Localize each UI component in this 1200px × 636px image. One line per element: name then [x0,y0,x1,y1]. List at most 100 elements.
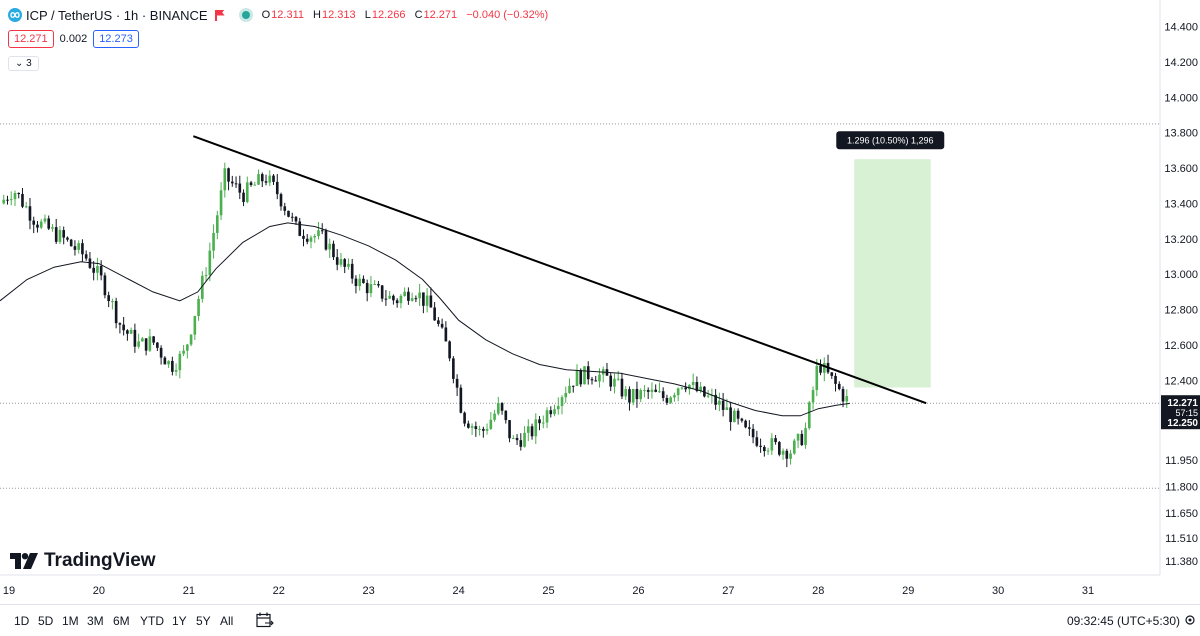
candle [807,400,811,430]
candle-body [635,389,639,400]
candle [766,447,770,455]
candle-body [137,341,140,347]
candle-body [571,385,575,387]
candle-body [744,420,747,428]
ohlc-values: O12.311 H12.313 L12.266 C12.271 −0.040 (… [262,9,549,21]
clock-timezone[interactable]: 09:32:45 (UTC+5:30) [1066,614,1180,628]
candle-body [519,440,523,447]
candle-body [234,183,238,185]
candle-body [564,392,568,398]
flag-icon[interactable] [214,9,226,21]
symbol-title[interactable]: ICP / TetherUS · 1h · BINANCE [26,7,208,23]
candle-body [755,437,759,446]
spread-value: 0.002 [59,33,88,45]
candle [800,430,804,447]
candle-body [497,403,500,414]
candle-body [380,285,384,299]
timeframe-5d[interactable]: 5D [38,614,54,628]
candle [598,368,601,388]
candle-body [789,453,792,459]
candle-body [452,358,455,379]
candle [793,438,796,455]
candle-body [223,168,227,191]
candle [770,433,774,456]
candle-body [807,402,811,429]
timeframe-1y[interactable]: 1Y [172,614,187,628]
candle [24,201,28,209]
indicators-toggle[interactable]: ⌄ 3 [8,56,39,71]
candle [358,274,362,291]
price-chart[interactable]: 14.400 14.200 14.000 13.800 13.600 13.400 13.2… [0,0,1200,604]
candle-body [339,259,343,265]
timeframe-ytd[interactable]: YTD [140,614,164,628]
timeframe-1d[interactable]: 1D [14,614,30,628]
sell-button[interactable]: 12.271 [8,30,54,48]
candle [718,392,721,412]
candle [733,408,736,423]
timeframe-1m[interactable]: 1M [62,614,79,628]
candle-body [549,410,553,415]
descending-trendline[interactable] [192,135,927,405]
candle-body [260,174,264,182]
bar-countdown: 57:15 [1175,408,1198,418]
timeframe-6m[interactable]: 6M [113,614,130,628]
candle-body [144,338,148,351]
candle [99,260,103,281]
time-axis[interactable]: 19 20 21 22 23 24 25 26 27 28 29 30 31 [3,585,1094,597]
gear-icon[interactable] [1184,614,1196,626]
timeframe-5y[interactable]: 5Y [196,614,211,628]
candle [365,279,369,302]
candle-body [249,182,253,185]
candle [148,328,152,352]
candle-body [118,323,122,325]
candle [223,162,227,198]
price-tick-12: 11.950 [1165,455,1198,467]
candle [433,302,436,321]
candle-body [568,385,571,393]
candle [62,226,66,245]
candle [305,234,309,245]
date-tick-0: 19 [3,585,15,597]
candle-body [189,334,193,345]
low-label: L [364,9,371,21]
candle [403,287,406,297]
candle-body [414,298,418,300]
buy-button[interactable]: 12.273 [93,30,139,48]
candle [238,175,242,200]
timeframe-all[interactable]: All [220,614,234,628]
candle-body [13,193,17,200]
last-price-box [1161,395,1200,430]
candle [440,318,444,329]
candle [69,238,73,247]
candle [452,356,455,384]
date-range-icon[interactable] [256,612,274,628]
tradingview-logo[interactable]: TradingView [10,550,156,572]
candle [474,421,478,437]
candle-body [62,230,66,238]
candle-body [429,295,433,308]
price-tick-16: 11.380 [1165,556,1198,568]
trendline-layer[interactable] [192,135,927,405]
candle [594,375,598,382]
candle-body [770,438,774,451]
measure-label: 1.296 (10.50%) 1,296 [847,136,934,146]
candle-body [830,372,834,376]
candle [47,215,51,231]
timeframe-3m[interactable]: 3M [87,614,104,628]
price-tick-3: 13.800 [1164,128,1198,140]
candle [111,298,114,310]
labels-layer: 1.296 (10.50%) 1,296 [836,131,945,150]
candle-body [515,437,519,441]
moving-average-line[interactable] [0,222,850,417]
price-tick-4: 13.600 [1164,163,1198,175]
target-zone[interactable] [854,159,931,388]
candle [272,174,275,185]
price-axis[interactable]: 14.400 14.200 14.000 13.800 13.600 13.400 13.2… [1161,22,1200,568]
candle-body [96,265,99,273]
candle [759,438,762,453]
open-value: 12.311 [271,9,304,21]
candle-body [448,341,451,359]
candle-body [703,386,706,397]
candle-body [186,344,189,351]
